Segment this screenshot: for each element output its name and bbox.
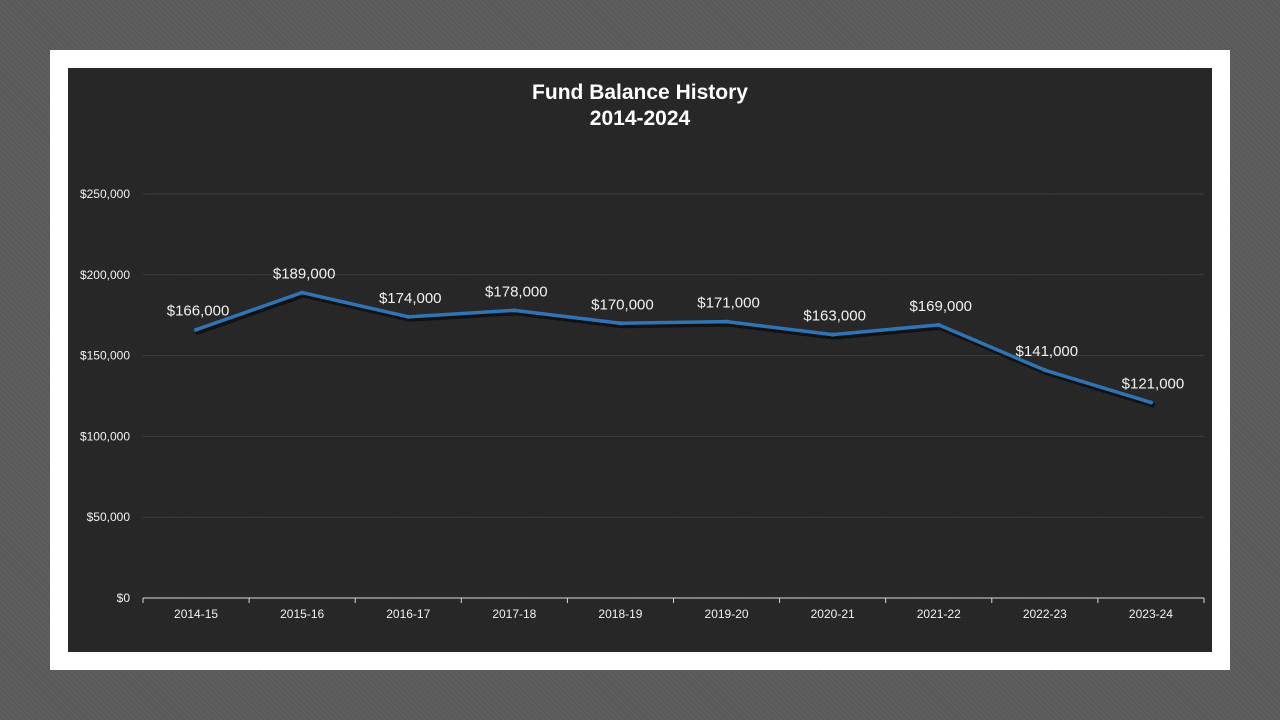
data-point xyxy=(1148,400,1153,405)
series-fund-balance xyxy=(194,290,1155,408)
x-tick-label: 2016-17 xyxy=(386,607,430,621)
x-tick-label: 2014-15 xyxy=(174,607,218,621)
data-point xyxy=(512,308,517,313)
data-point xyxy=(1042,368,1047,373)
y-tick-label: $50,000 xyxy=(87,510,131,524)
y-tick-label: $250,000 xyxy=(80,187,130,201)
data-label: $121,000 xyxy=(1122,375,1185,392)
data-label: $189,000 xyxy=(273,266,336,283)
x-tick-label: 2021-22 xyxy=(917,607,961,621)
gridlines xyxy=(143,193,1204,518)
x-tick-label: 2018-19 xyxy=(598,607,642,621)
x-tick-label: 2023-24 xyxy=(1129,607,1173,621)
data-labels: $166,000 $189,000 $174,000 $178,000 $170,000… xyxy=(167,266,1184,393)
data-point xyxy=(830,332,835,337)
y-tick-label: $200,000 xyxy=(80,268,130,282)
line-chart: $0 $50,000 $100,000 $150,000 $200,000 $250,00… xyxy=(80,187,1205,621)
chart-title-line1: Fund Balance History xyxy=(532,81,748,104)
data-label: $166,000 xyxy=(167,303,230,320)
data-point xyxy=(618,321,623,326)
y-axis-tick-labels: $0 $50,000 $100,000 $150,000 $200,000 $250,00… xyxy=(80,187,130,605)
data-label: $163,000 xyxy=(803,308,866,325)
x-tick-label: 2017-18 xyxy=(492,607,536,621)
data-label: $141,000 xyxy=(1016,343,1079,360)
chart-title: Fund Balance History 2014-2024 xyxy=(68,80,1212,132)
data-point xyxy=(406,314,411,319)
y-tick-label: $100,000 xyxy=(80,429,130,443)
x-tick-label: 2020-21 xyxy=(811,607,855,621)
x-axis-tick-labels: 2014-15 2015-16 2016-17 2017-18 2018-19 2019-… xyxy=(174,607,1173,621)
chart-frame: Fund Balance History 2014-2024 $0 $50,000… xyxy=(50,50,1230,670)
data-point xyxy=(724,319,729,324)
chart-title-line2: 2014-2024 xyxy=(589,107,691,130)
data-label: $174,000 xyxy=(379,290,442,307)
chart-panel: Fund Balance History 2014-2024 $0 $50,000… xyxy=(68,68,1212,652)
data-label: $171,000 xyxy=(697,295,760,312)
series-line xyxy=(194,290,1153,405)
x-tick-label: 2019-20 xyxy=(705,607,749,621)
x-tick-label: 2022-23 xyxy=(1023,607,1067,621)
series-line-shadow xyxy=(195,292,1155,408)
data-point xyxy=(300,290,305,295)
data-point xyxy=(194,327,199,332)
x-tick-label: 2015-16 xyxy=(280,607,324,621)
data-label: $178,000 xyxy=(485,283,548,300)
y-tick-label: $150,000 xyxy=(80,349,130,363)
data-label: $169,000 xyxy=(909,298,972,315)
data-label: $170,000 xyxy=(591,296,654,313)
y-tick-label: $0 xyxy=(117,591,131,605)
x-axis xyxy=(142,597,1205,603)
data-point xyxy=(936,322,941,327)
